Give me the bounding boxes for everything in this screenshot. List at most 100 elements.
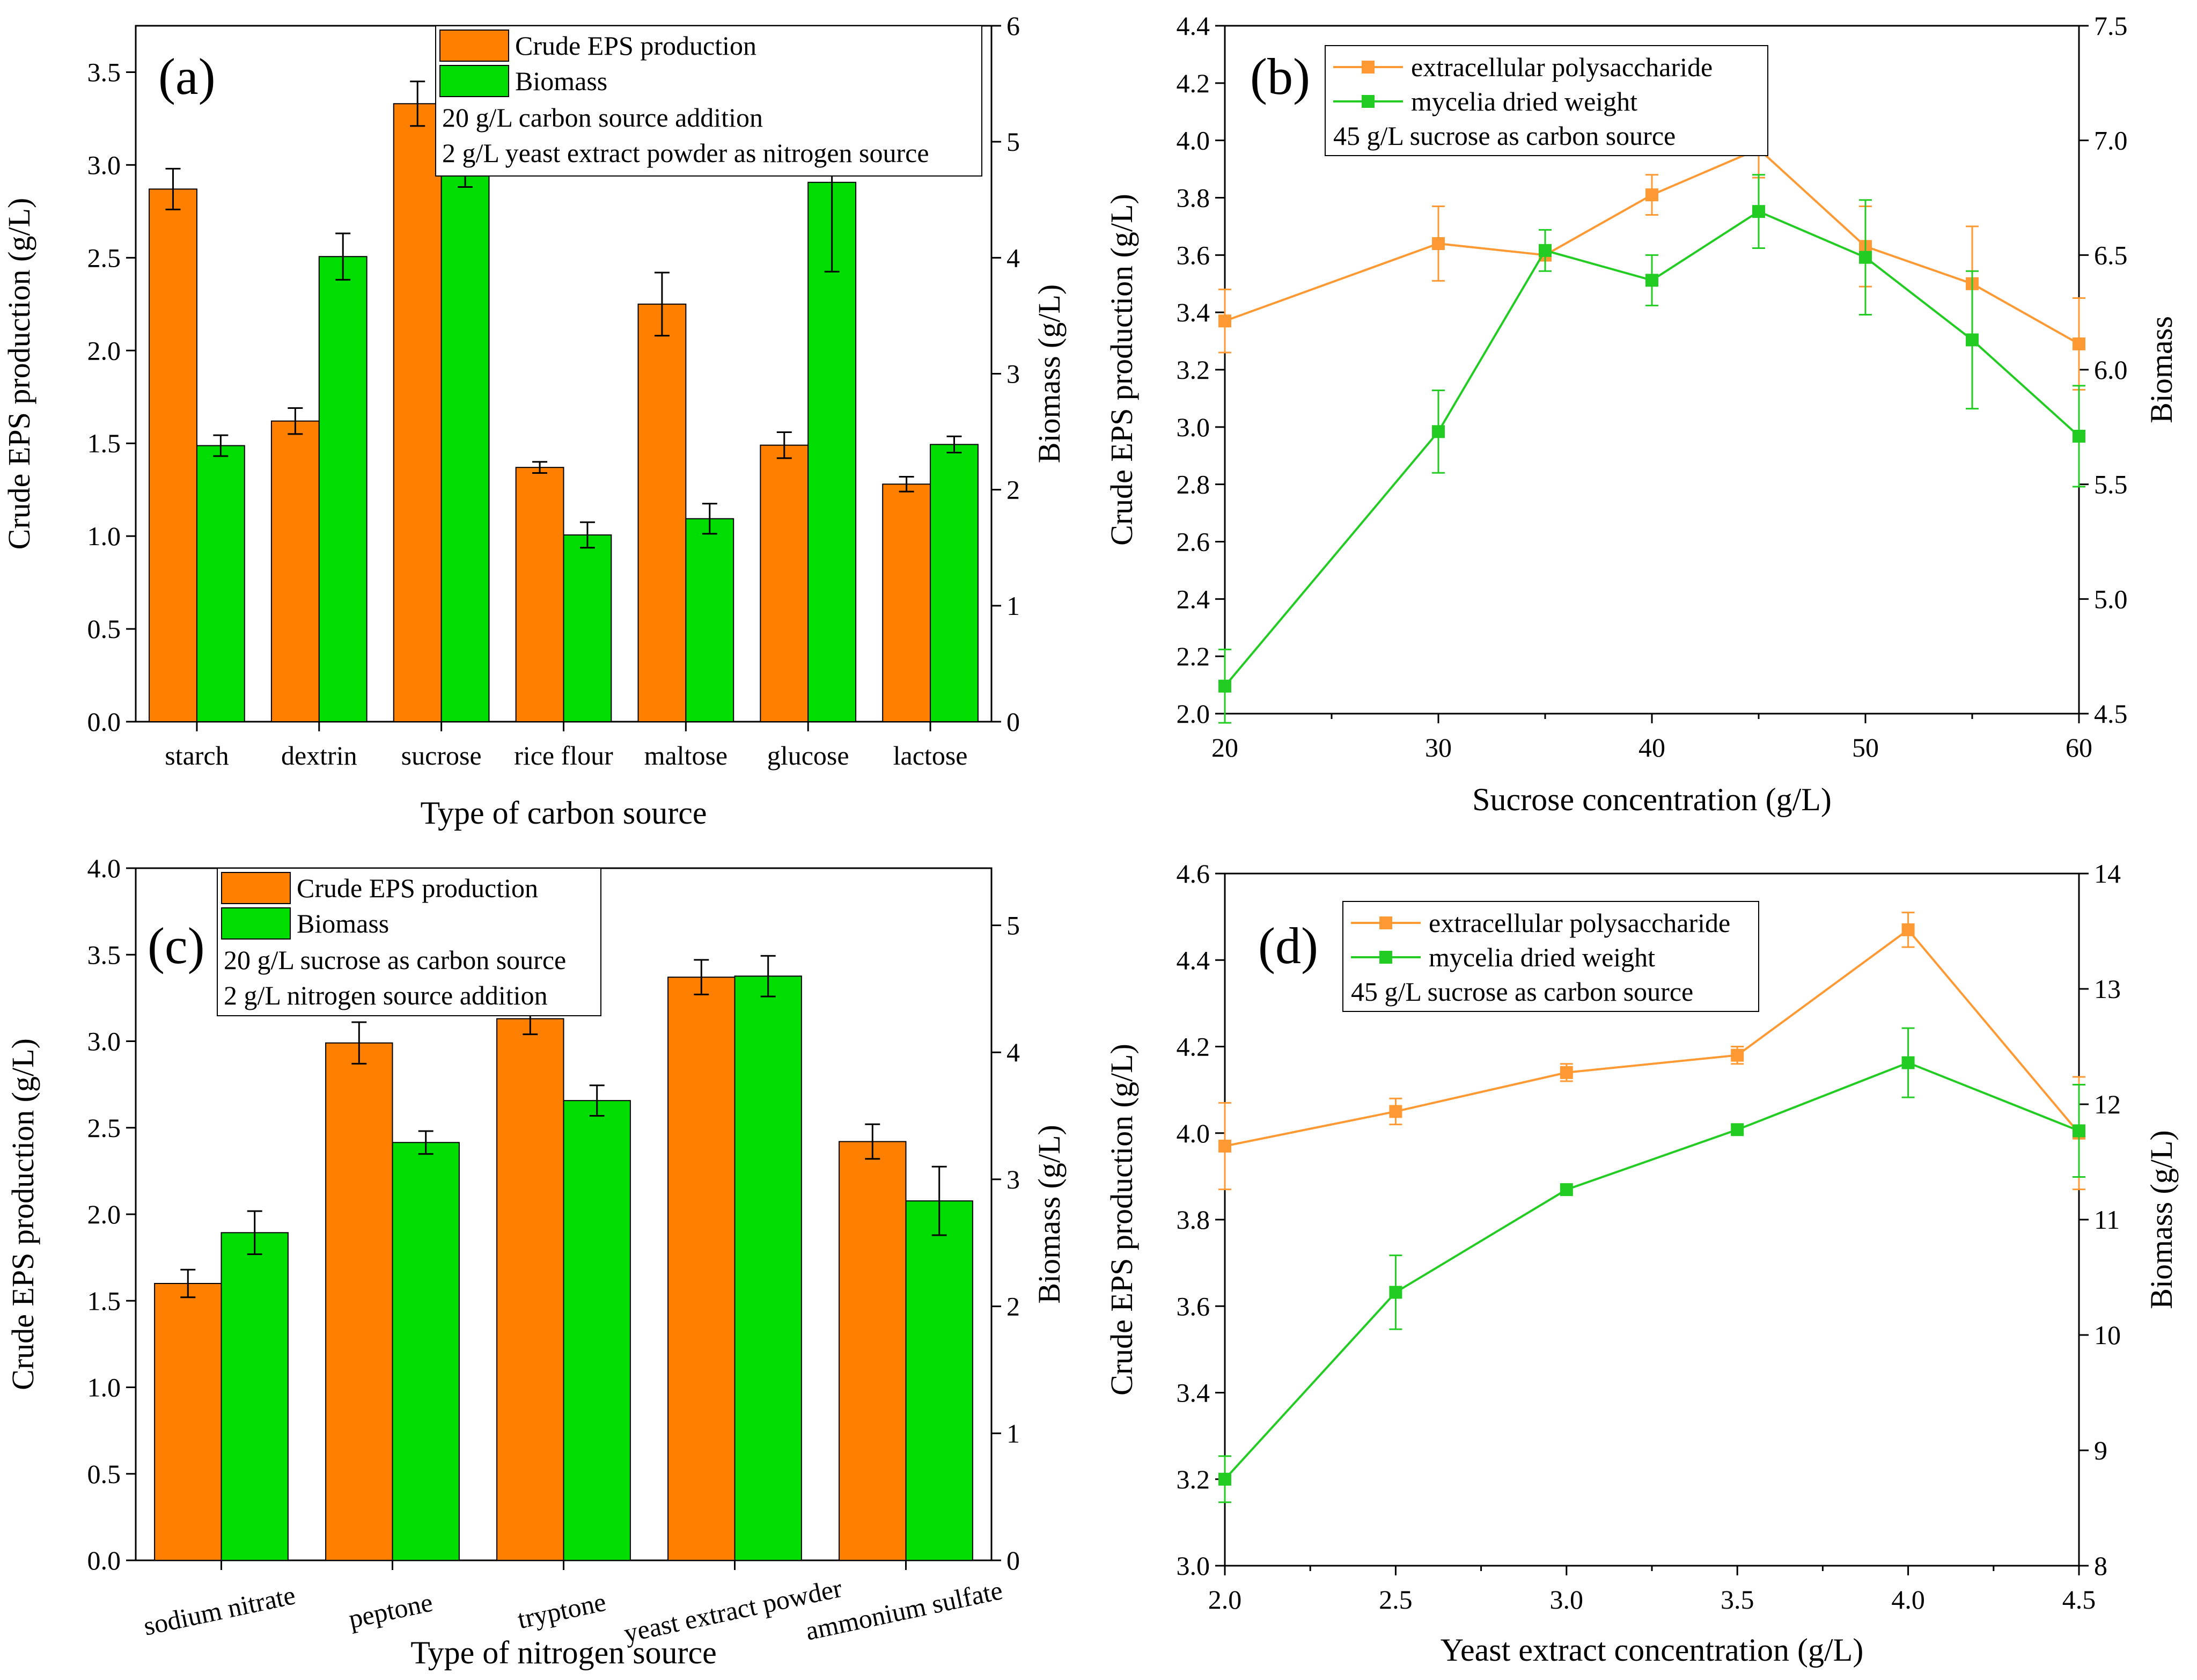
legend-marker [1362,61,1375,74]
y-tick-label: 1.5 [87,428,121,458]
x-tick-label: 20 [1211,732,1238,762]
y-right-tick-label: 0 [1006,1545,1020,1575]
legend-swatch [221,872,291,904]
eps-bar [270,420,320,722]
y-tick-label: 3.4 [1177,1378,1210,1408]
eps-bar [760,444,809,722]
biomass-point [1645,274,1658,287]
y-tick-label: 3.8 [1177,1205,1210,1235]
x-category-label: tryptone [515,1587,609,1634]
eps-point [1389,1105,1402,1118]
legend-label: Crude EPS production [297,873,538,903]
y-right-tick-label: 3 [1006,359,1020,389]
y-tick-label: 0.0 [87,707,121,737]
legend-label: Biomass [297,908,389,938]
y-tick-label: 2.0 [87,1199,121,1229]
y-right-tick-label: 14 [2094,859,2121,889]
y-tick-label: 3.6 [1177,240,1210,270]
biomass-point [1752,205,1765,218]
y-right-tick-label: 3 [1006,1164,1020,1194]
y-right-tick-label: 12 [2094,1089,2121,1119]
x-tick-label: 2.5 [1379,1584,1413,1615]
y-tick-label: 2.6 [1177,527,1210,557]
biomass-point [1731,1123,1744,1136]
y-tick-label: 2.0 [1177,699,1210,729]
y-tick-label: 3.5 [87,57,121,87]
y-tick-label: 0.5 [87,614,121,644]
biomass-line [1224,210,2080,687]
y-tick-label: 3.5 [87,940,121,970]
y-right-tick-label: 6.0 [2094,355,2128,385]
y-tick-label: 4.6 [1177,859,1210,889]
y-right-tick-label: 2 [1006,1292,1020,1322]
x-category-label: dextrin [281,740,357,771]
y-tick-label: 0.5 [87,1459,121,1489]
panel-d-yeast-extract-concentration: 3.0 3.2 3.4 3.6 3.8 4.0 4.2 4.4 4.6 8 9 10 11 12 13 14 C… [1104,859,2179,1668]
eps-point [1731,1048,1744,1062]
y-tick-label: 3.4 [1177,297,1210,327]
y-tick-label: 2.0 [87,335,121,365]
y-tick-label: 3.8 [1177,183,1210,213]
legend-swatch [439,30,509,62]
y-tick-label: 4.0 [1177,1118,1210,1148]
x-axis-title: Sucrose concentration (g/L) [1472,782,1832,817]
legend-note: 2 g/L nitrogen source addition [224,980,548,1010]
panel-c-nitrogen-source: 0.0 0.5 1.0 1.5 2.0 2.5 3.0 3.5 4.0 0 1 2 3 4 5 Crude E… [5,853,1067,1670]
eps-point [1901,923,1915,936]
eps-bar [496,1018,564,1561]
y-tick-label: 3.0 [87,1026,121,1057]
eps-line [1224,148,2080,345]
x-tick-label: 3.5 [1721,1584,1754,1615]
x-category-label: maltose [644,740,728,771]
y-right-tick-label: 10 [2094,1320,2121,1350]
eps-point [1645,188,1658,202]
y-right-tick-label: 5 [1006,127,1020,157]
y-right-axis-title: Biomass (g/L) [1032,284,1067,463]
y-right-tick-label: 1 [1006,1418,1020,1448]
x-category-label: sodium nitrate [141,1580,298,1641]
x-axis-title: Type of nitrogen source [410,1635,717,1670]
legend-label: mycelia dried weight [1411,86,1637,116]
eps-point [1560,1066,1573,1079]
biomass-point [1218,1472,1231,1486]
x-category-label: sucrose [401,740,482,771]
panel-label: (d) [1258,917,1318,974]
y-tick-label: 1.5 [87,1286,121,1316]
eps-point [2073,337,2085,350]
x-tick-label: 3.0 [1550,1584,1584,1615]
biomass-bar [734,975,802,1561]
biomass-point [1966,333,1979,347]
y-axis-title: Crude EPS production (g/L) [5,1038,40,1390]
biomass-bar [563,534,612,722]
eps-bar [515,467,564,722]
biomass-bar [196,445,245,722]
biomass-bar [318,256,368,722]
y-tick-label: 2.5 [87,243,121,273]
y-right-tick-label: 8 [2094,1551,2107,1581]
legend-label: Biomass [515,66,607,96]
y-axis-title: Crude EPS production (g/L) [2,198,36,550]
legend-marker [1379,916,1392,929]
eps-point [1432,237,1445,250]
eps-line [1224,928,2080,1147]
biomass-bar [930,444,979,722]
eps-point [1218,314,1231,328]
legend-swatch [221,907,291,940]
eps-bar [154,1283,222,1561]
biomass-point [1389,1286,1402,1299]
y-tick-label: 4.2 [1177,68,1210,98]
y-tick-label: 2.4 [1177,584,1210,614]
y-tick-label: 4.4 [1177,945,1210,975]
biomass-point [1218,679,1231,693]
biomass-bar [221,1232,289,1561]
x-tick-label: 40 [1638,732,1665,762]
y-right-tick-label: 13 [2094,974,2121,1004]
y-right-tick-label: 0 [1006,707,1020,737]
y-tick-label: 4.0 [1177,126,1210,156]
legend-label: Crude EPS production [515,31,756,61]
eps-point [1218,1139,1231,1153]
y-right-tick-label: 4.5 [2094,699,2128,729]
biomass-point [1539,244,1552,257]
legend-note: 45 g/L sucrose as carbon source [1333,121,1676,151]
eps-bar [667,977,736,1561]
